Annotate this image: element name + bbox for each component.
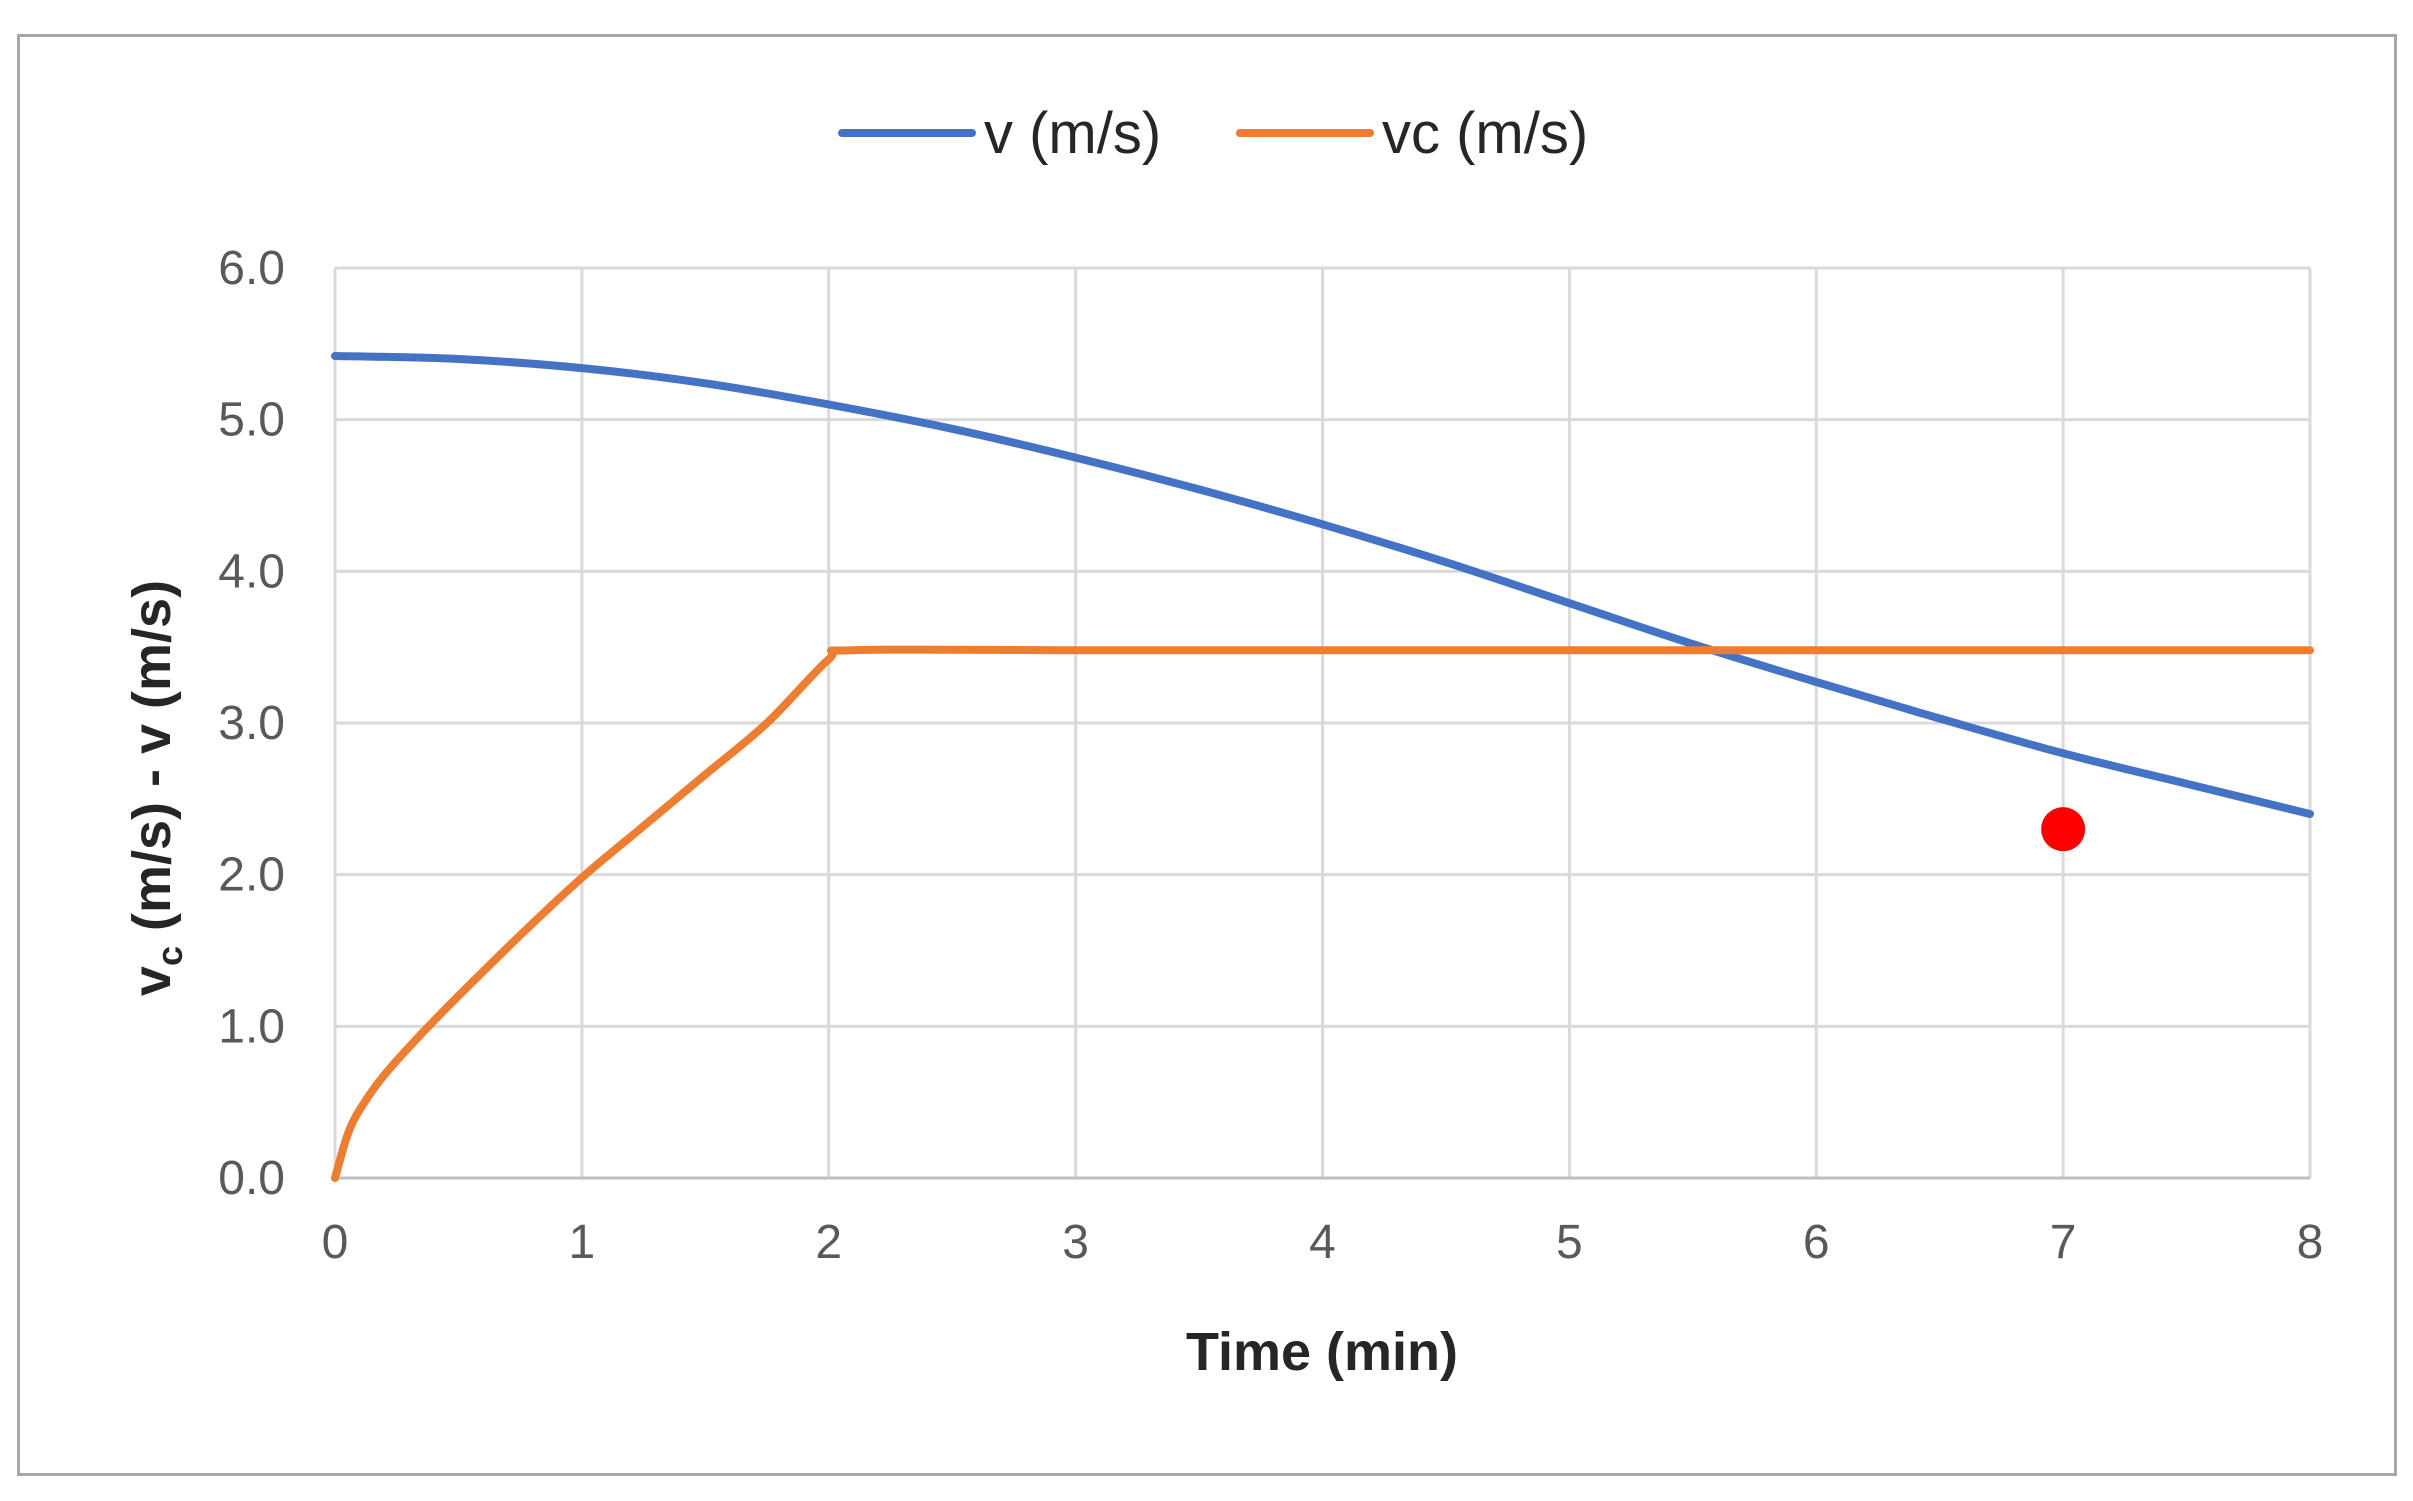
legend: v (m/s) vc (m/s) — [838, 101, 1588, 166]
x-tick-label: 3 — [1062, 1216, 1089, 1269]
y-tick-label: 3.0 — [218, 697, 285, 750]
tick-labels: 0 1 2 3 4 5 6 7 8 0.0 1.0 2.0 3.0 4.0 5.0 6.0 — [218, 242, 2323, 1269]
y-axis-title-rest: (m/s) - v (m/s) — [122, 580, 182, 946]
x-tick-label: 5 — [1556, 1216, 1583, 1269]
x-tick-label: 2 — [815, 1216, 842, 1269]
x-tick-label: 1 — [569, 1216, 596, 1269]
x-tick-label: 8 — [2297, 1216, 2324, 1269]
highlight-point — [2041, 807, 2086, 852]
legend-label: vc (m/s) — [1382, 101, 1588, 166]
y-axis-title-main: v — [122, 966, 182, 996]
y-tick-label: 5.0 — [218, 394, 285, 447]
y-tick-label: 2.0 — [218, 849, 285, 902]
x-tick-label: 4 — [1309, 1216, 1336, 1269]
x-tick-label: 6 — [1803, 1216, 1830, 1269]
series-line-v — [331, 352, 2314, 818]
y-tick-label: 0.0 — [218, 1152, 285, 1205]
y-tick-label: 6.0 — [218, 242, 285, 295]
y-axis-title-subscript: c — [149, 946, 190, 966]
y-axis-title: vc (m/s) - v (m/s) — [122, 580, 190, 996]
x-tick-label: 7 — [2050, 1216, 2077, 1269]
grid — [333, 266, 2312, 1180]
series-line-vc — [331, 645, 2314, 1182]
series-layer — [331, 352, 2314, 1182]
legend-label: v (m/s) — [984, 101, 1161, 166]
x-tick-label: 0 — [322, 1216, 349, 1269]
y-tick-label: 4.0 — [218, 545, 285, 598]
x-axis-title: Time (min) — [1186, 1322, 1458, 1382]
chart-frame — [17, 34, 2397, 1476]
y-tick-label: 1.0 — [218, 1000, 285, 1053]
